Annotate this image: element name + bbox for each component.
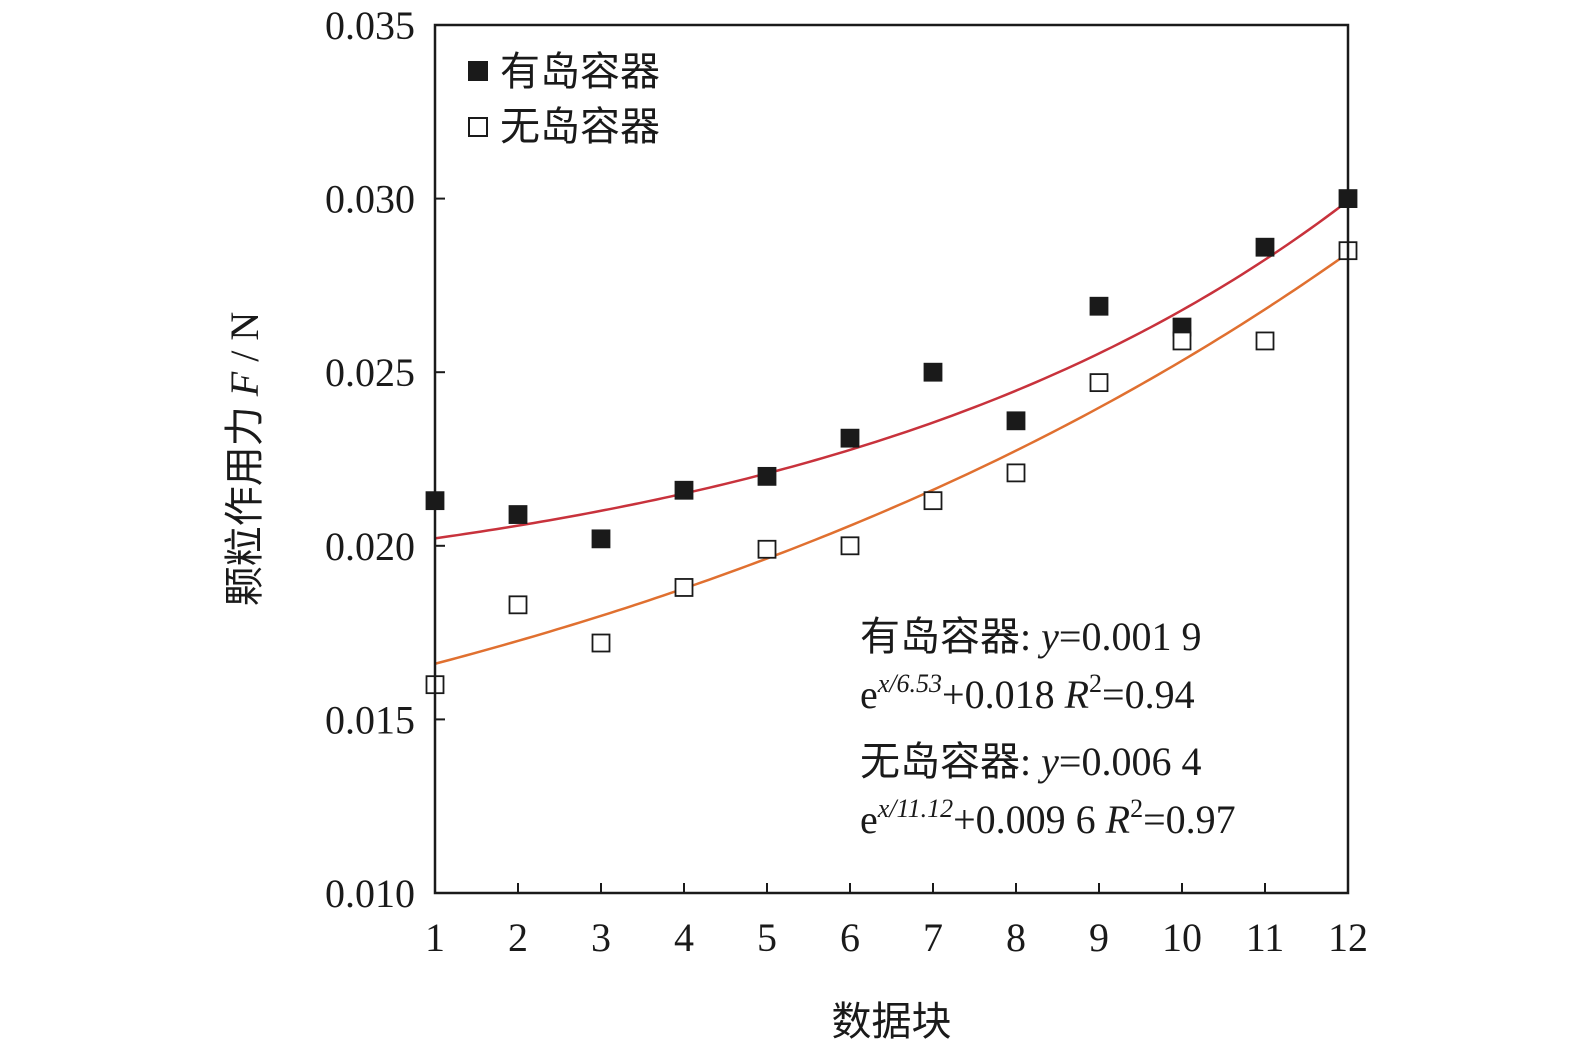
y-tick-label: 0.020 <box>325 524 415 569</box>
x-tick-label: 11 <box>1246 915 1285 960</box>
fit-curve-0 <box>434 199 1349 540</box>
point-with-island-3 <box>591 529 611 549</box>
point-without-island-4 <box>674 578 694 597</box>
point-with-island-2 <box>508 505 528 524</box>
point-without-island-9 <box>1089 373 1109 393</box>
x-tick-label: 7 <box>923 915 943 960</box>
point-with-island-8 <box>1006 411 1026 431</box>
y-axis-title-symbol: F <box>222 371 267 397</box>
legend-label-with-island: 有岛容器 <box>500 49 660 94</box>
x-tick-label: 6 <box>840 915 860 960</box>
fit-equations: 有岛容器: y=0.001 9 ex/6.53+0.018 R2=0.94 无岛… <box>860 614 1236 842</box>
y-tick-label: 0.035 <box>325 3 415 48</box>
point-without-island-8 <box>1006 463 1026 483</box>
y-axis-title-main: 颗粒作用力 <box>222 396 267 606</box>
x-tick-label: 1 <box>425 915 445 960</box>
y-tick-label: 0.030 <box>325 177 415 222</box>
point-with-island-6 <box>840 428 860 448</box>
equation-without-island-line1: 无岛容器: y=0.006 4 <box>860 739 1201 784</box>
equation-with-island-line2: ex/6.53+0.018 R2=0.94 <box>860 669 1195 717</box>
y-tick-label: 0.025 <box>325 350 415 395</box>
equation-with-island-line1: 有岛容器: y=0.001 9 <box>860 614 1201 659</box>
legend-marker-without-island <box>468 117 488 137</box>
x-tick-label: 3 <box>591 915 611 960</box>
y-axis-title-unit: / N <box>222 312 267 372</box>
y-axis-title: 颗粒作用力 F / N <box>222 312 267 606</box>
legend-marker-with-island <box>468 61 488 81</box>
axis-ticks: 1 2 3 4 5 6 7 8 9 10 11 120.0100.0150.0200.0250.030… <box>325 3 1368 960</box>
y-tick-label: 0.010 <box>325 871 415 916</box>
point-with-island-9 <box>1089 296 1109 316</box>
x-tick-label: 10 <box>1162 915 1202 960</box>
point-with-island-5 <box>757 466 777 486</box>
point-with-island-11 <box>1255 237 1275 257</box>
point-without-island-11 <box>1255 331 1275 351</box>
point-with-island-4 <box>674 480 694 500</box>
point-without-island-2 <box>508 595 528 615</box>
point-without-island-7 <box>923 491 943 511</box>
x-tick-label: 5 <box>757 915 777 960</box>
legend: 有岛容器 无岛容器 <box>468 49 660 149</box>
point-without-island-5 <box>757 539 777 559</box>
fit-curve-1 <box>434 252 1349 665</box>
point-without-island-3 <box>591 633 611 653</box>
x-tick-label: 8 <box>1006 915 1026 960</box>
x-tick-label: 9 <box>1089 915 1109 960</box>
y-tick-label: 0.015 <box>325 697 415 742</box>
equation-without-island-line2: ex/11.12+0.009 6 R2=0.97 <box>860 794 1236 842</box>
x-tick-label: 12 <box>1328 915 1368 960</box>
legend-label-without-island: 无岛容器 <box>500 104 660 149</box>
plot-frame <box>433 23 1350 895</box>
point-without-island-10 <box>1172 331 1192 351</box>
x-axis-title: 数据块 <box>832 999 952 1044</box>
fit-curves <box>434 199 1349 665</box>
x-tick-label: 4 <box>674 915 694 960</box>
point-without-island-6 <box>840 536 860 556</box>
point-with-island-7 <box>923 362 943 382</box>
x-tick-label: 2 <box>508 915 528 960</box>
